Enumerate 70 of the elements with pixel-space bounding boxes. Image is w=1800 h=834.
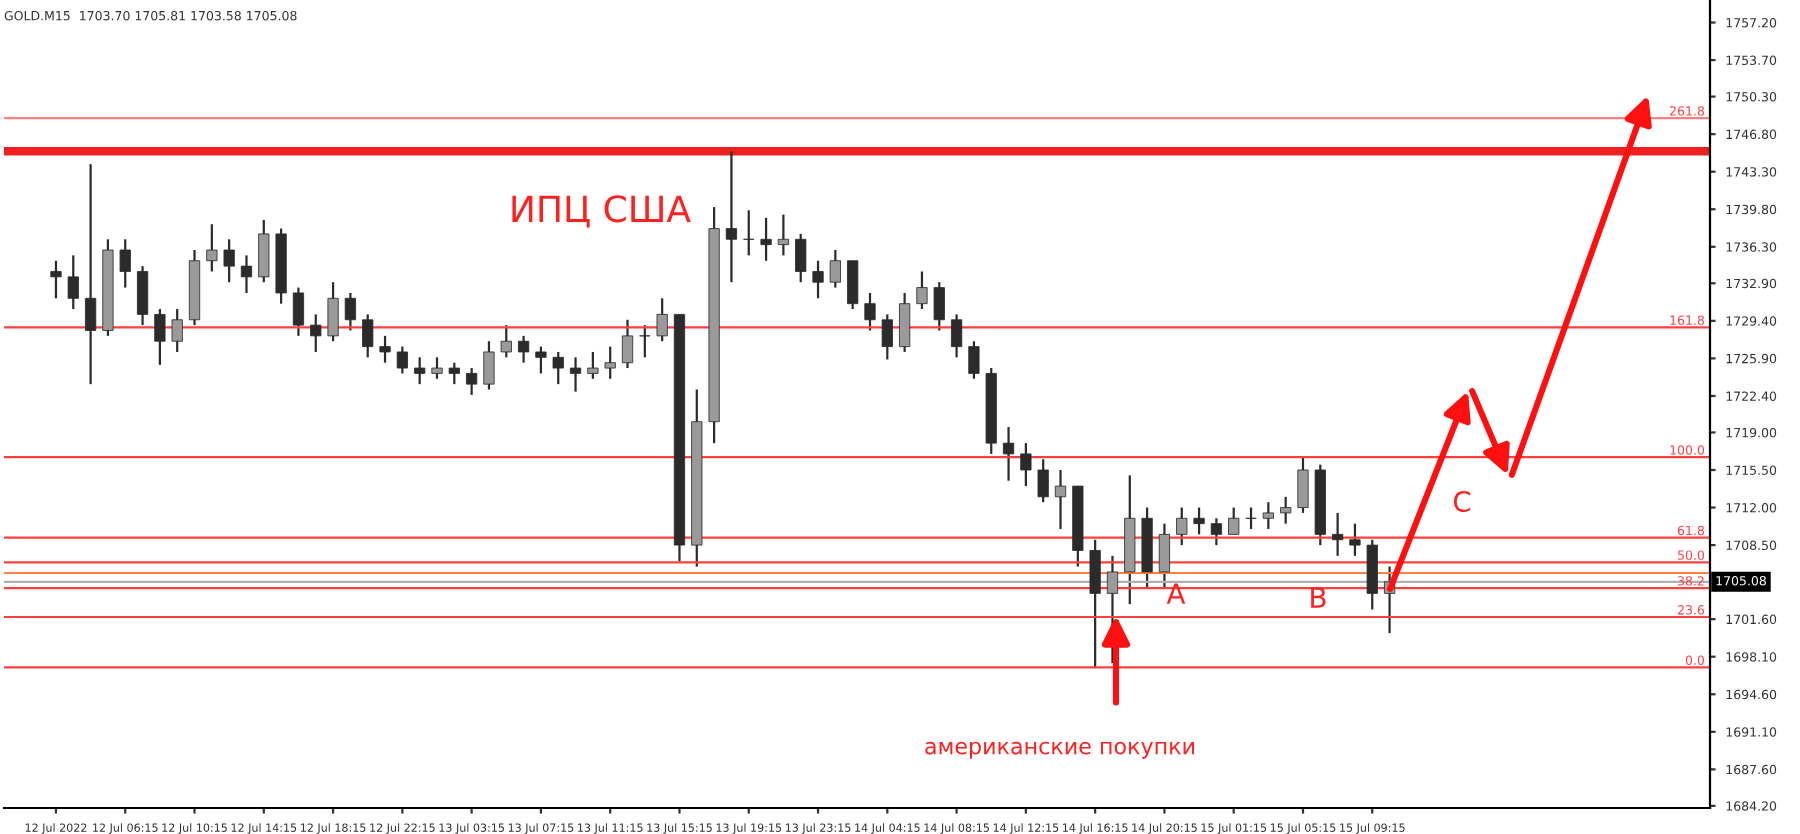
candlestick	[50, 259, 62, 300]
candlestick	[292, 286, 305, 337]
candlestick	[1349, 522, 1361, 557]
candlestick	[604, 345, 616, 380]
candlestick	[552, 350, 564, 386]
candlestick	[743, 209, 755, 257]
candlestick	[310, 313, 322, 354]
candlestick	[1193, 506, 1205, 536]
candlestick	[1054, 468, 1067, 531]
candlestick	[1158, 522, 1171, 590]
candlestick	[847, 259, 859, 311]
candlestick	[899, 291, 911, 354]
candlestick	[119, 238, 131, 289]
candlestick	[171, 307, 183, 354]
candlestick	[1106, 554, 1119, 665]
candlestick	[795, 232, 807, 284]
candlestick	[154, 307, 166, 366]
candlestick	[240, 254, 253, 295]
annotation: американские покупки	[925, 741, 1195, 759]
candlestick	[379, 334, 391, 364]
candlestick	[881, 313, 893, 361]
candlestick	[760, 216, 772, 262]
candlestick	[431, 356, 443, 380]
candlestick	[639, 324, 651, 359]
candlestick	[1002, 425, 1015, 482]
candlestick	[864, 291, 876, 332]
candlestick	[569, 356, 582, 393]
candlestick	[206, 223, 218, 273]
candlestick	[67, 254, 79, 311]
candlestick	[517, 334, 530, 364]
candlestick	[950, 313, 963, 359]
annotation: A	[1166, 583, 1186, 604]
candlestick	[1280, 495, 1292, 525]
annotation: ИПЦ США	[512, 195, 691, 228]
candlestick	[725, 150, 738, 284]
candlestick	[1210, 517, 1222, 547]
candlestick	[448, 361, 460, 386]
candlestick	[500, 324, 512, 359]
candlestick	[587, 350, 599, 380]
candlestick	[136, 265, 149, 327]
annotation: B	[1311, 587, 1326, 608]
candlestick	[414, 356, 426, 386]
candlestick	[777, 213, 790, 257]
candlestick	[258, 218, 270, 284]
candlestick	[223, 238, 235, 284]
candlestick	[621, 318, 634, 370]
candlestick	[933, 281, 945, 332]
candlestick	[1245, 506, 1257, 531]
candlestick	[1176, 506, 1188, 547]
candlestick	[916, 270, 928, 311]
candlestick	[1037, 458, 1049, 504]
candlestick	[1020, 442, 1032, 488]
candlestick	[1228, 506, 1240, 536]
candlestick	[396, 345, 408, 375]
candlestick	[829, 248, 841, 289]
candlestick	[466, 366, 478, 396]
candlestick	[1332, 511, 1344, 557]
annotation: C	[1453, 491, 1471, 513]
candlestick	[327, 281, 339, 343]
candlestick	[344, 291, 357, 332]
candlestick	[535, 345, 547, 375]
candlestick	[1089, 538, 1101, 669]
candlestick	[84, 163, 97, 386]
candlestick	[1297, 456, 1309, 515]
candlestick	[1262, 501, 1274, 531]
candlestick	[656, 297, 668, 343]
candlestick	[483, 340, 495, 391]
candlestick	[362, 313, 374, 359]
candlestick	[968, 340, 980, 380]
candlestick	[812, 259, 824, 300]
